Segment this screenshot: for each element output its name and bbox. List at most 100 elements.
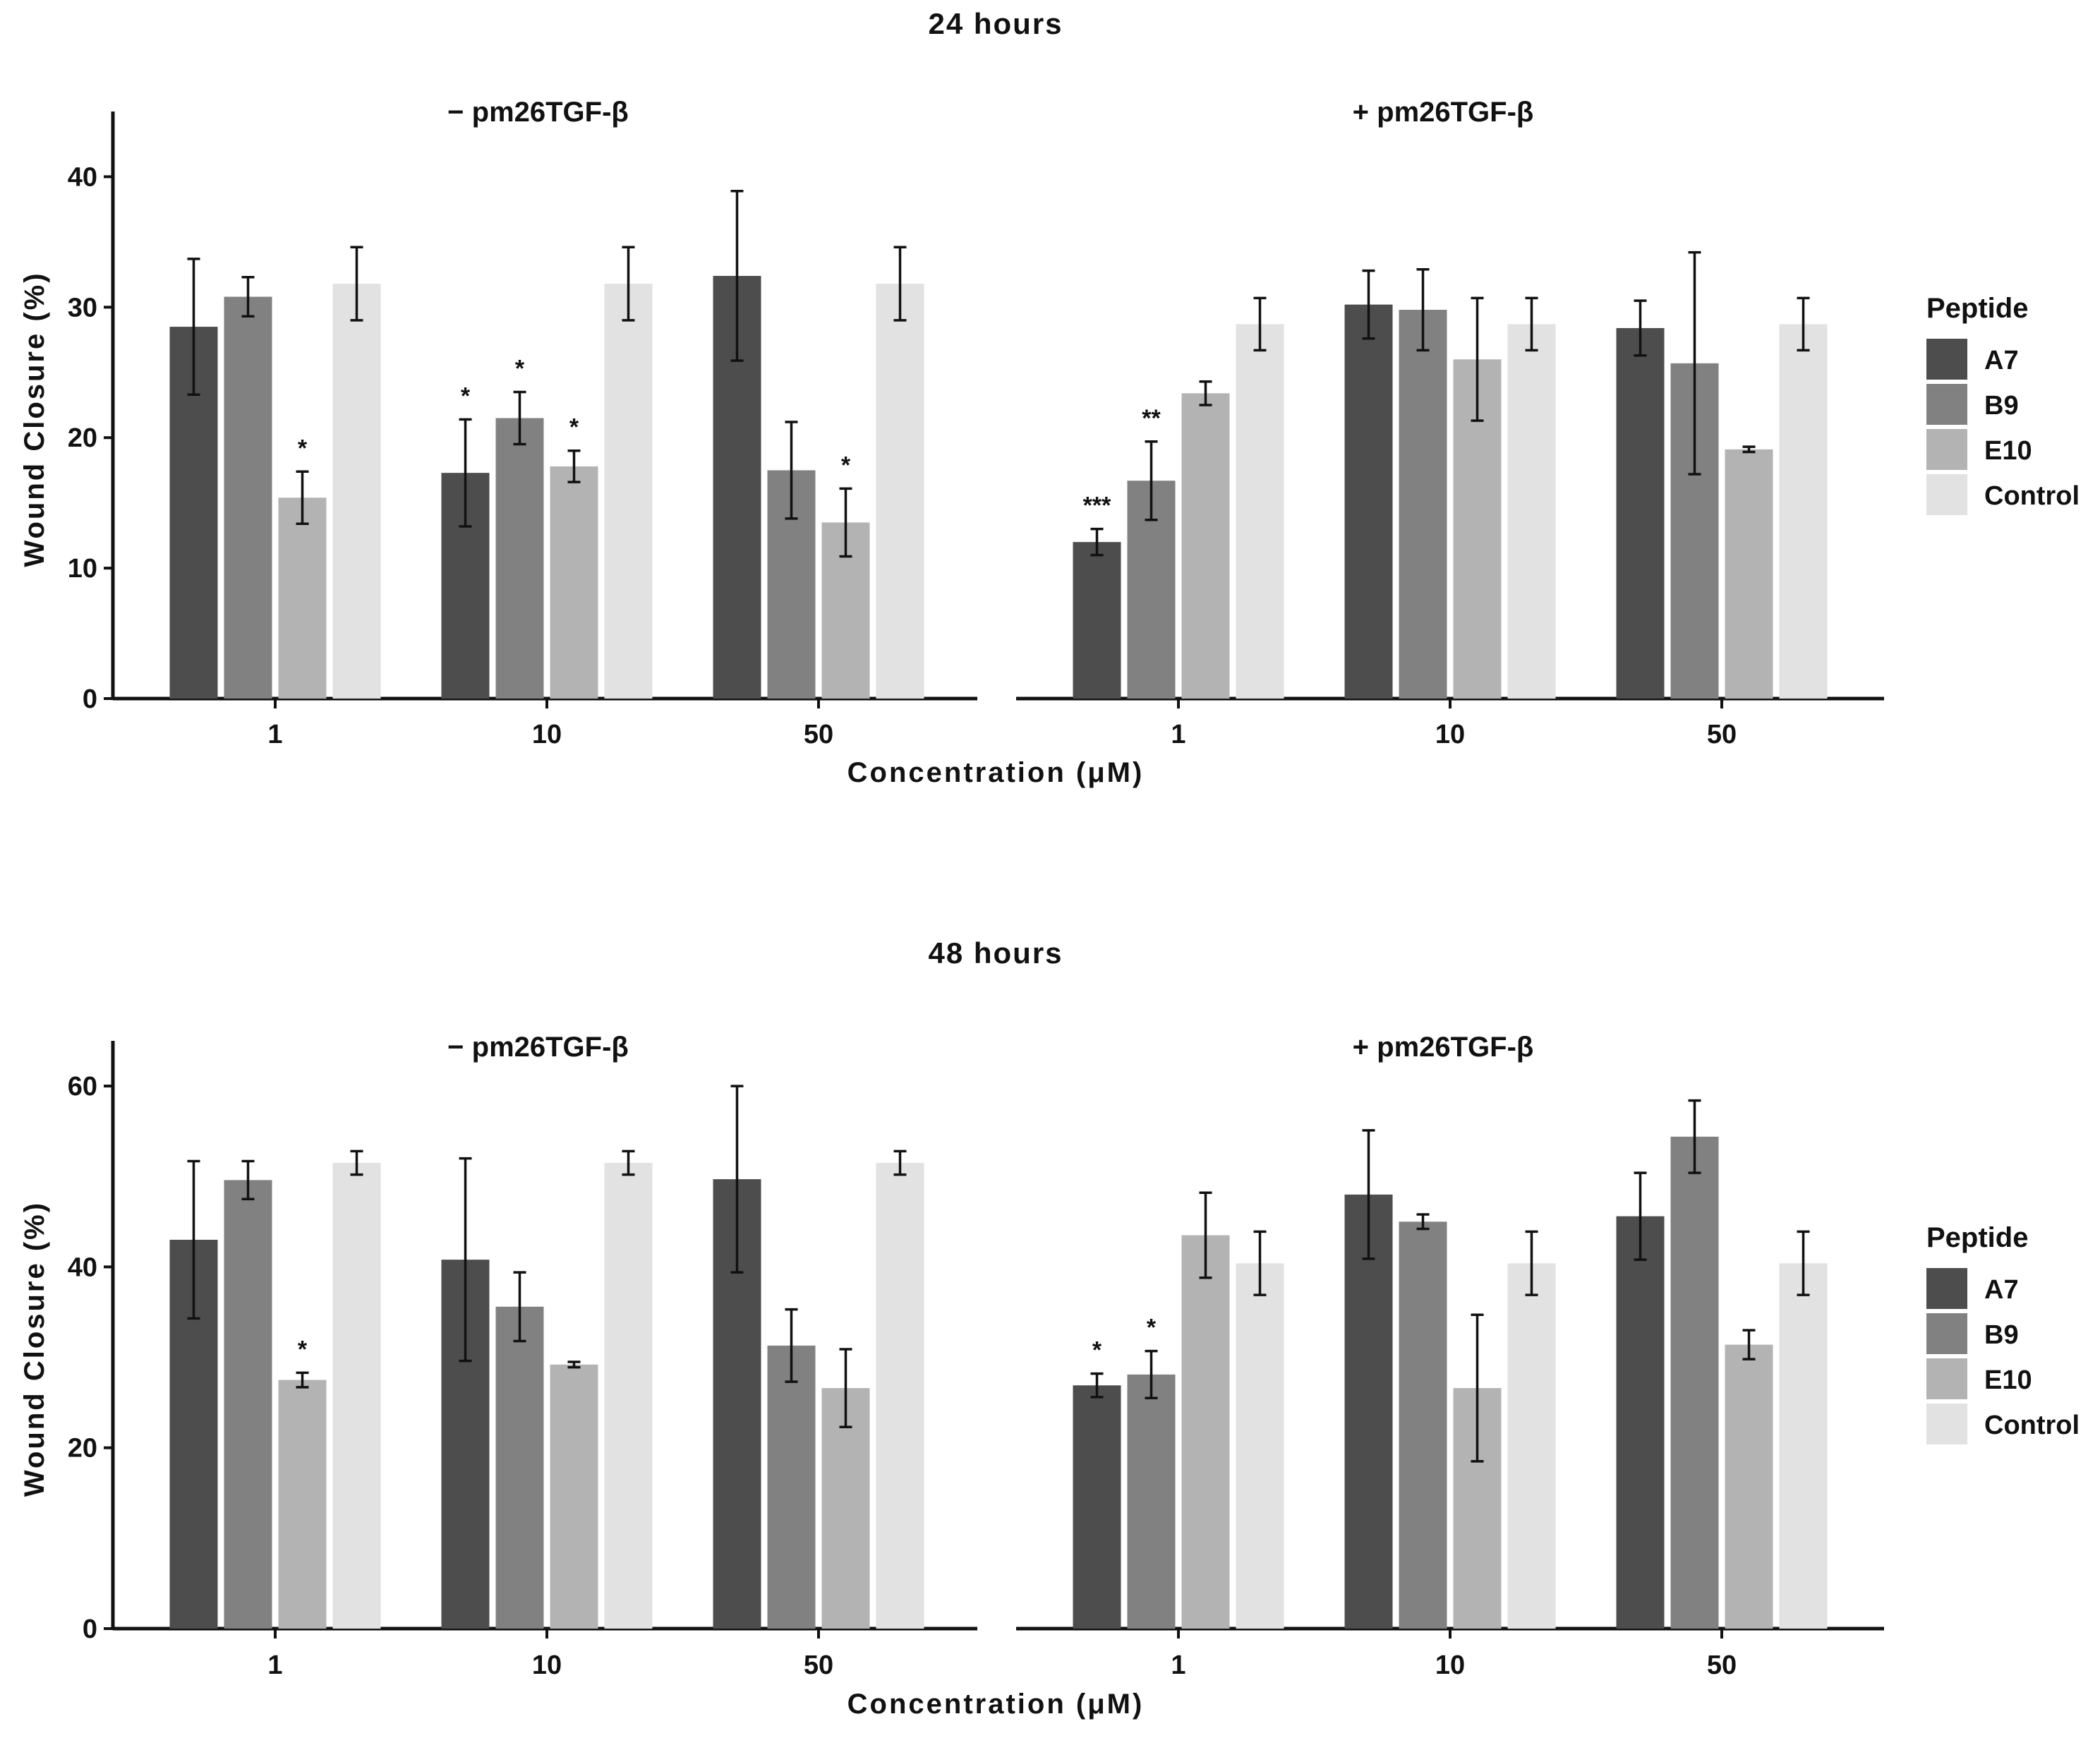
bar-a7: [1344, 304, 1393, 699]
significance-label: *: [569, 414, 579, 441]
y-tick-label: 20: [68, 423, 97, 453]
legend-swatch-e10: [1926, 1358, 1967, 1399]
y-axis-title: Wound Closure (%): [19, 1201, 50, 1497]
legend-swatch-control: [1926, 474, 1967, 515]
x-tick-label: 50: [804, 720, 833, 749]
x-tick-label: 10: [532, 720, 562, 749]
significance-label: *: [298, 435, 308, 461]
bar-b9: [767, 1345, 816, 1629]
significance-label: *: [841, 452, 851, 478]
chart-0: 24 hours Wound Closure (%) 0 10 20 30 40 − pm26…: [19, 7, 2080, 788]
legend-label: Control: [1984, 481, 2080, 511]
significance-label: *: [1092, 1337, 1102, 1364]
legend-title: Peptide: [1926, 293, 2028, 324]
y-tick-label: 10: [68, 554, 97, 584]
bar-control: [1236, 1263, 1284, 1629]
facet-title: + pm26TGF-β: [1353, 97, 1534, 128]
bar-b9: [495, 1306, 544, 1629]
significance-label: *: [1147, 1315, 1157, 1341]
legend: Peptide A7 B9 E10 Control: [1926, 293, 2080, 515]
bar-a7: [1073, 542, 1121, 699]
bar-control: [1236, 324, 1284, 699]
bar-control: [1507, 1263, 1556, 1629]
facet-title: − pm26TGF-β: [447, 97, 629, 128]
bar-a7: [1344, 1194, 1393, 1629]
bar-a7: [1073, 1385, 1121, 1629]
bar-b9: [224, 296, 272, 699]
facet-title: + pm26TGF-β: [1353, 1032, 1534, 1063]
bar-e10: [1181, 393, 1230, 699]
y-tick-label: 0: [83, 1615, 97, 1644]
x-tick-label: 50: [1707, 720, 1737, 749]
significance-label: ***: [1083, 493, 1111, 519]
x-tick-label: 10: [1435, 720, 1465, 749]
bar-b9: [1127, 1374, 1176, 1629]
y-tick-label: 30: [68, 293, 97, 322]
facet-0: − pm26TGF-β 1 * 10 50: [113, 1032, 977, 1680]
facet-1: + pm26TGF-β 1 * * 10 50: [1016, 1032, 1884, 1680]
bar-a7: [1616, 1216, 1665, 1629]
facet-title: − pm26TGF-β: [447, 1032, 629, 1063]
bar-control: [1507, 324, 1556, 699]
facet-1: + pm26TGF-β1*****10 50: [1016, 97, 1884, 749]
y-tick-label: 40: [68, 162, 97, 192]
x-tick-label: 1: [267, 720, 282, 749]
bar-b9: [1670, 1136, 1719, 1629]
legend-label: Control: [1984, 1411, 2080, 1440]
legend-label: E10: [1984, 1365, 2032, 1395]
bar-control: [876, 284, 924, 699]
legend-swatch-b9: [1926, 1313, 1967, 1354]
significance-label: *: [461, 382, 471, 409]
chart-title: 24 hours: [928, 7, 1063, 40]
bar-control: [604, 284, 653, 699]
significance-label: **: [1142, 405, 1161, 432]
legend-swatch-control: [1926, 1404, 1967, 1444]
bar-control: [604, 1163, 653, 1629]
legend-label: A7: [1984, 1275, 2019, 1305]
legend-label: E10: [1984, 436, 2032, 466]
bar-control: [876, 1163, 924, 1629]
x-axis-title: Concentration (μM): [847, 1689, 1145, 1720]
chart-1: 48 hours Wound Closure (%) 0 20 40 60 − pm26TG…: [19, 936, 2080, 1720]
x-tick-label: 50: [804, 1651, 833, 1680]
y-axis-title: Wound Closure (%): [19, 271, 50, 567]
x-tick-label: 1: [267, 1651, 282, 1680]
bar-a7: [1616, 327, 1665, 699]
legend-label: B9: [1984, 1320, 2019, 1350]
bar-b9: [224, 1180, 272, 1629]
bar-control: [1779, 1263, 1828, 1629]
legend-label: A7: [1984, 346, 2019, 375]
bar-e10: [1725, 1344, 1773, 1629]
bar-e10: [278, 497, 327, 699]
facet-0: − pm26TGF-β 1 * 10 * * * 50 *: [113, 97, 977, 749]
x-tick-label: 50: [1707, 1651, 1737, 1680]
bar-b9: [1399, 1221, 1447, 1629]
x-tick-label: 10: [532, 1651, 562, 1680]
legend-swatch-a7: [1926, 339, 1967, 380]
significance-label: *: [298, 1336, 308, 1363]
bar-control: [332, 1163, 381, 1629]
x-tick-label: 1: [1171, 1651, 1185, 1680]
x-tick-label: 10: [1435, 1651, 1465, 1680]
bar-control: [1779, 324, 1828, 699]
bar-e10: [278, 1380, 327, 1629]
legend: Peptide A7 B9 E10 Control: [1926, 1222, 2080, 1444]
legend-title: Peptide: [1926, 1222, 2028, 1253]
bar-b9: [495, 418, 544, 699]
bar-control: [332, 284, 381, 699]
y-tick-label: 20: [68, 1434, 97, 1464]
x-axis-title: Concentration (μM): [847, 757, 1145, 788]
legend-swatch-a7: [1926, 1268, 1967, 1309]
significance-label: *: [515, 356, 525, 382]
legend-swatch-e10: [1926, 429, 1967, 470]
y-tick-label: 60: [68, 1072, 97, 1102]
bar-e10: [550, 466, 598, 699]
legend-label: B9: [1984, 391, 2019, 421]
y-tick-label: 0: [83, 684, 97, 714]
bar-b9: [1399, 310, 1447, 699]
x-tick-label: 1: [1171, 720, 1185, 749]
bar-e10: [1181, 1235, 1230, 1629]
bar-e10: [550, 1364, 598, 1629]
chart-title: 48 hours: [928, 936, 1063, 970]
